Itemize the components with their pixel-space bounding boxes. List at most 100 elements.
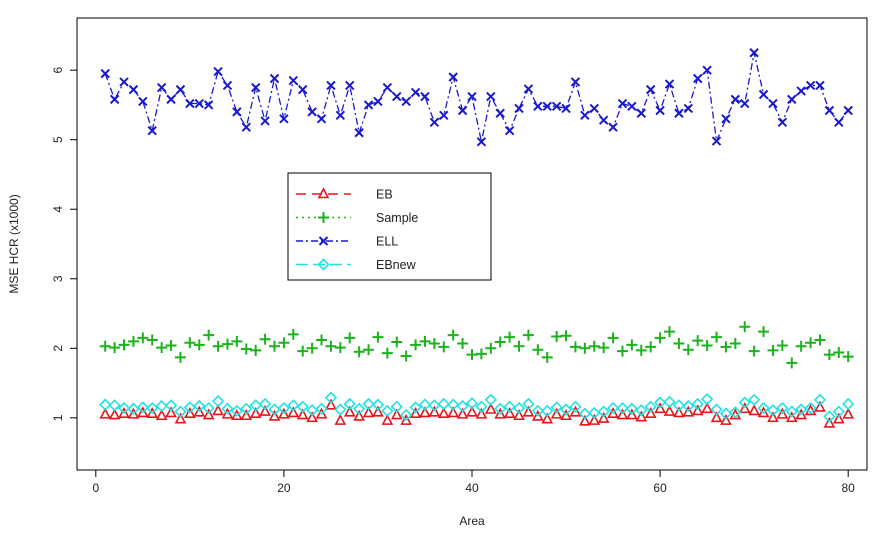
data-point xyxy=(193,399,206,413)
x-tick-label: 40 xyxy=(465,481,479,495)
data-point xyxy=(296,400,309,413)
data-point xyxy=(174,412,187,424)
data-point xyxy=(645,341,657,353)
x-tick-label: 60 xyxy=(653,481,667,495)
data-point xyxy=(221,338,233,350)
data-point xyxy=(616,401,629,415)
data-point xyxy=(475,348,487,360)
data-point xyxy=(672,399,686,412)
data-point xyxy=(664,79,675,89)
y-tick-label: 6 xyxy=(51,66,65,73)
data-point xyxy=(146,406,159,418)
data-point xyxy=(635,404,648,417)
x-tick-label: 80 xyxy=(842,481,856,495)
data-point xyxy=(542,101,552,112)
data-point xyxy=(147,125,157,136)
data-point xyxy=(588,413,601,425)
data-point xyxy=(259,333,271,345)
data-point xyxy=(494,402,507,415)
data-point xyxy=(466,349,478,361)
data-point xyxy=(578,407,591,420)
data-point xyxy=(232,107,242,117)
data-point xyxy=(644,400,657,413)
data-point xyxy=(560,330,572,342)
data-point xyxy=(307,107,317,117)
data-point xyxy=(795,408,807,420)
data-point xyxy=(570,77,581,87)
data-point xyxy=(175,84,186,95)
data-point xyxy=(456,399,469,413)
data-point xyxy=(146,401,159,415)
data-point xyxy=(842,397,855,411)
data-point xyxy=(127,402,140,415)
data-point xyxy=(749,48,759,58)
y-tick-label: 3 xyxy=(51,275,65,282)
series-ell xyxy=(100,48,853,147)
data-point xyxy=(409,406,422,418)
data-point xyxy=(193,405,206,417)
data-point xyxy=(382,82,393,93)
data-point xyxy=(776,407,789,419)
data-point xyxy=(287,406,300,418)
data-point xyxy=(221,402,234,415)
x-axis: 0 20 40 60 80 xyxy=(92,470,855,495)
data-point xyxy=(644,406,657,418)
data-point xyxy=(99,407,112,419)
data-point xyxy=(551,101,562,112)
data-point xyxy=(390,400,403,413)
data-point xyxy=(768,98,778,109)
data-point xyxy=(447,406,460,418)
data-point xyxy=(541,404,554,418)
data-point xyxy=(381,413,394,425)
data-point xyxy=(221,407,234,419)
data-point xyxy=(758,89,769,100)
data-point xyxy=(513,409,525,421)
data-point xyxy=(833,346,845,358)
data-point xyxy=(249,406,262,418)
data-point xyxy=(588,406,601,420)
data-point xyxy=(353,346,365,358)
data-point xyxy=(371,398,385,411)
data-point xyxy=(701,340,713,352)
data-point xyxy=(249,399,262,412)
data-point xyxy=(381,347,393,359)
y-axis: 1 2 3 4 5 6 xyxy=(51,66,77,421)
data-point xyxy=(786,357,798,369)
data-point xyxy=(580,110,590,121)
data-point xyxy=(616,345,628,357)
data-point xyxy=(174,405,187,418)
data-point xyxy=(663,395,676,408)
data-point xyxy=(287,399,300,412)
data-point xyxy=(231,409,243,421)
data-point xyxy=(260,116,270,126)
data-point xyxy=(832,412,845,424)
data-point xyxy=(531,404,544,418)
data-point xyxy=(653,396,667,409)
data-point xyxy=(345,80,355,91)
data-point xyxy=(155,399,168,413)
data-point xyxy=(475,400,488,413)
data-point xyxy=(118,406,130,418)
data-point xyxy=(504,125,515,136)
y-tick-label: 4 xyxy=(51,206,65,213)
data-point xyxy=(373,96,383,107)
data-point xyxy=(174,351,186,363)
series-sample xyxy=(99,321,854,369)
data-point xyxy=(824,105,835,116)
data-point xyxy=(437,397,450,411)
data-point xyxy=(278,407,290,419)
data-point xyxy=(550,401,563,414)
data-point xyxy=(758,326,770,338)
data-point xyxy=(241,122,251,132)
data-point xyxy=(184,406,196,418)
legend-marker xyxy=(317,187,330,199)
data-point xyxy=(326,80,336,91)
data-point xyxy=(475,407,488,419)
data-point xyxy=(316,114,327,124)
data-point xyxy=(137,332,149,344)
series-eb xyxy=(99,398,855,428)
y-tick-label: 5 xyxy=(51,136,65,143)
data-point xyxy=(813,393,827,406)
data-point xyxy=(805,80,816,91)
